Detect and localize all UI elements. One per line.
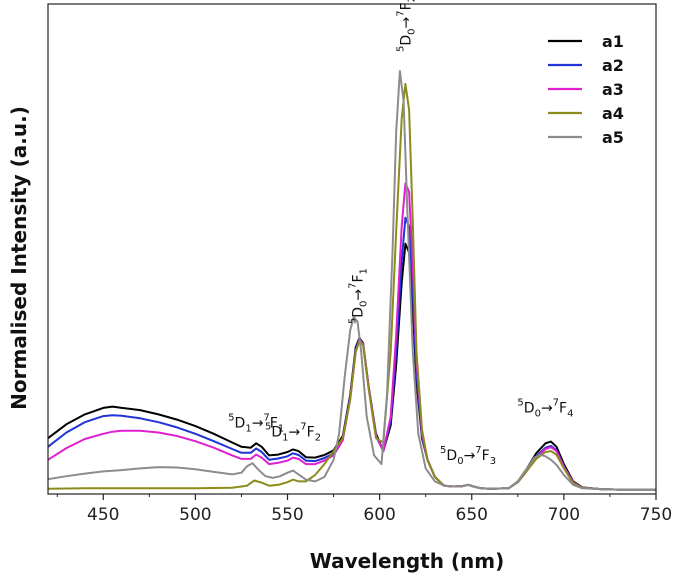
legend-item-a1: a1 bbox=[548, 32, 624, 51]
plot-background bbox=[48, 4, 656, 494]
legend-label-a5: a5 bbox=[602, 128, 624, 147]
svg-text:5D0→7F4: 5D0→7F4 bbox=[517, 398, 573, 420]
legend-label-a2: a2 bbox=[602, 56, 624, 75]
legend-item-a5: a5 bbox=[548, 128, 624, 147]
svg-text:5D0→7F2: 5D0→7F2 bbox=[395, 0, 417, 52]
svg-text:5D1→7F2: 5D1→7F2 bbox=[265, 421, 321, 443]
x-axis-title: Wavelength (nm) bbox=[310, 549, 505, 573]
axes: 450 500 550 600 650 700 750 bbox=[47, 3, 672, 525]
svg-text:5D1→7F1: 5D1→7F1 bbox=[228, 413, 284, 435]
annotation-d0f3: 5D0→7F3 bbox=[440, 445, 496, 467]
legend-label-a1: a1 bbox=[602, 32, 624, 51]
annotation-d1f1: 5D1→7F1 bbox=[228, 413, 284, 435]
series-line-a5 bbox=[47, 70, 656, 491]
y-axis-title: Normalised Intensity (a.u.) bbox=[7, 106, 31, 410]
legend-item-a4: a4 bbox=[548, 104, 624, 123]
annotation-d0f1: 5D0→7F1 bbox=[348, 268, 370, 324]
annotation-d1f2: 5D1→7F2 bbox=[265, 421, 321, 443]
x-tick-label-700: 700 bbox=[548, 505, 580, 525]
annotation-d0f4: 5D0→7F4 bbox=[517, 398, 573, 420]
svg-text:5D0→7F3: 5D0→7F3 bbox=[440, 445, 496, 467]
legend-label-a4: a4 bbox=[602, 104, 624, 123]
legend-item-a2: a2 bbox=[548, 56, 624, 75]
x-tick-label-550: 550 bbox=[271, 505, 303, 525]
x-tick-label-500: 500 bbox=[179, 505, 211, 525]
x-tick-label-450: 450 bbox=[87, 505, 119, 525]
svg-text:5D0→7F1: 5D0→7F1 bbox=[348, 268, 370, 324]
series-layer bbox=[47, 70, 656, 491]
series-line-a4 bbox=[47, 82, 656, 491]
annotation-d0f2: 5D0→7F2 bbox=[395, 0, 417, 52]
plot-area bbox=[48, 4, 656, 494]
plot-frame bbox=[47, 3, 657, 495]
legend-item-a3: a3 bbox=[548, 80, 624, 99]
x-tick-label-650: 650 bbox=[456, 505, 488, 525]
legend-label-a3: a3 bbox=[602, 80, 624, 99]
x-tick-label-750: 750 bbox=[640, 505, 672, 525]
x-tick-label-600: 600 bbox=[363, 505, 395, 525]
legend: a1 a2 a3 a4 a5 bbox=[548, 32, 624, 147]
